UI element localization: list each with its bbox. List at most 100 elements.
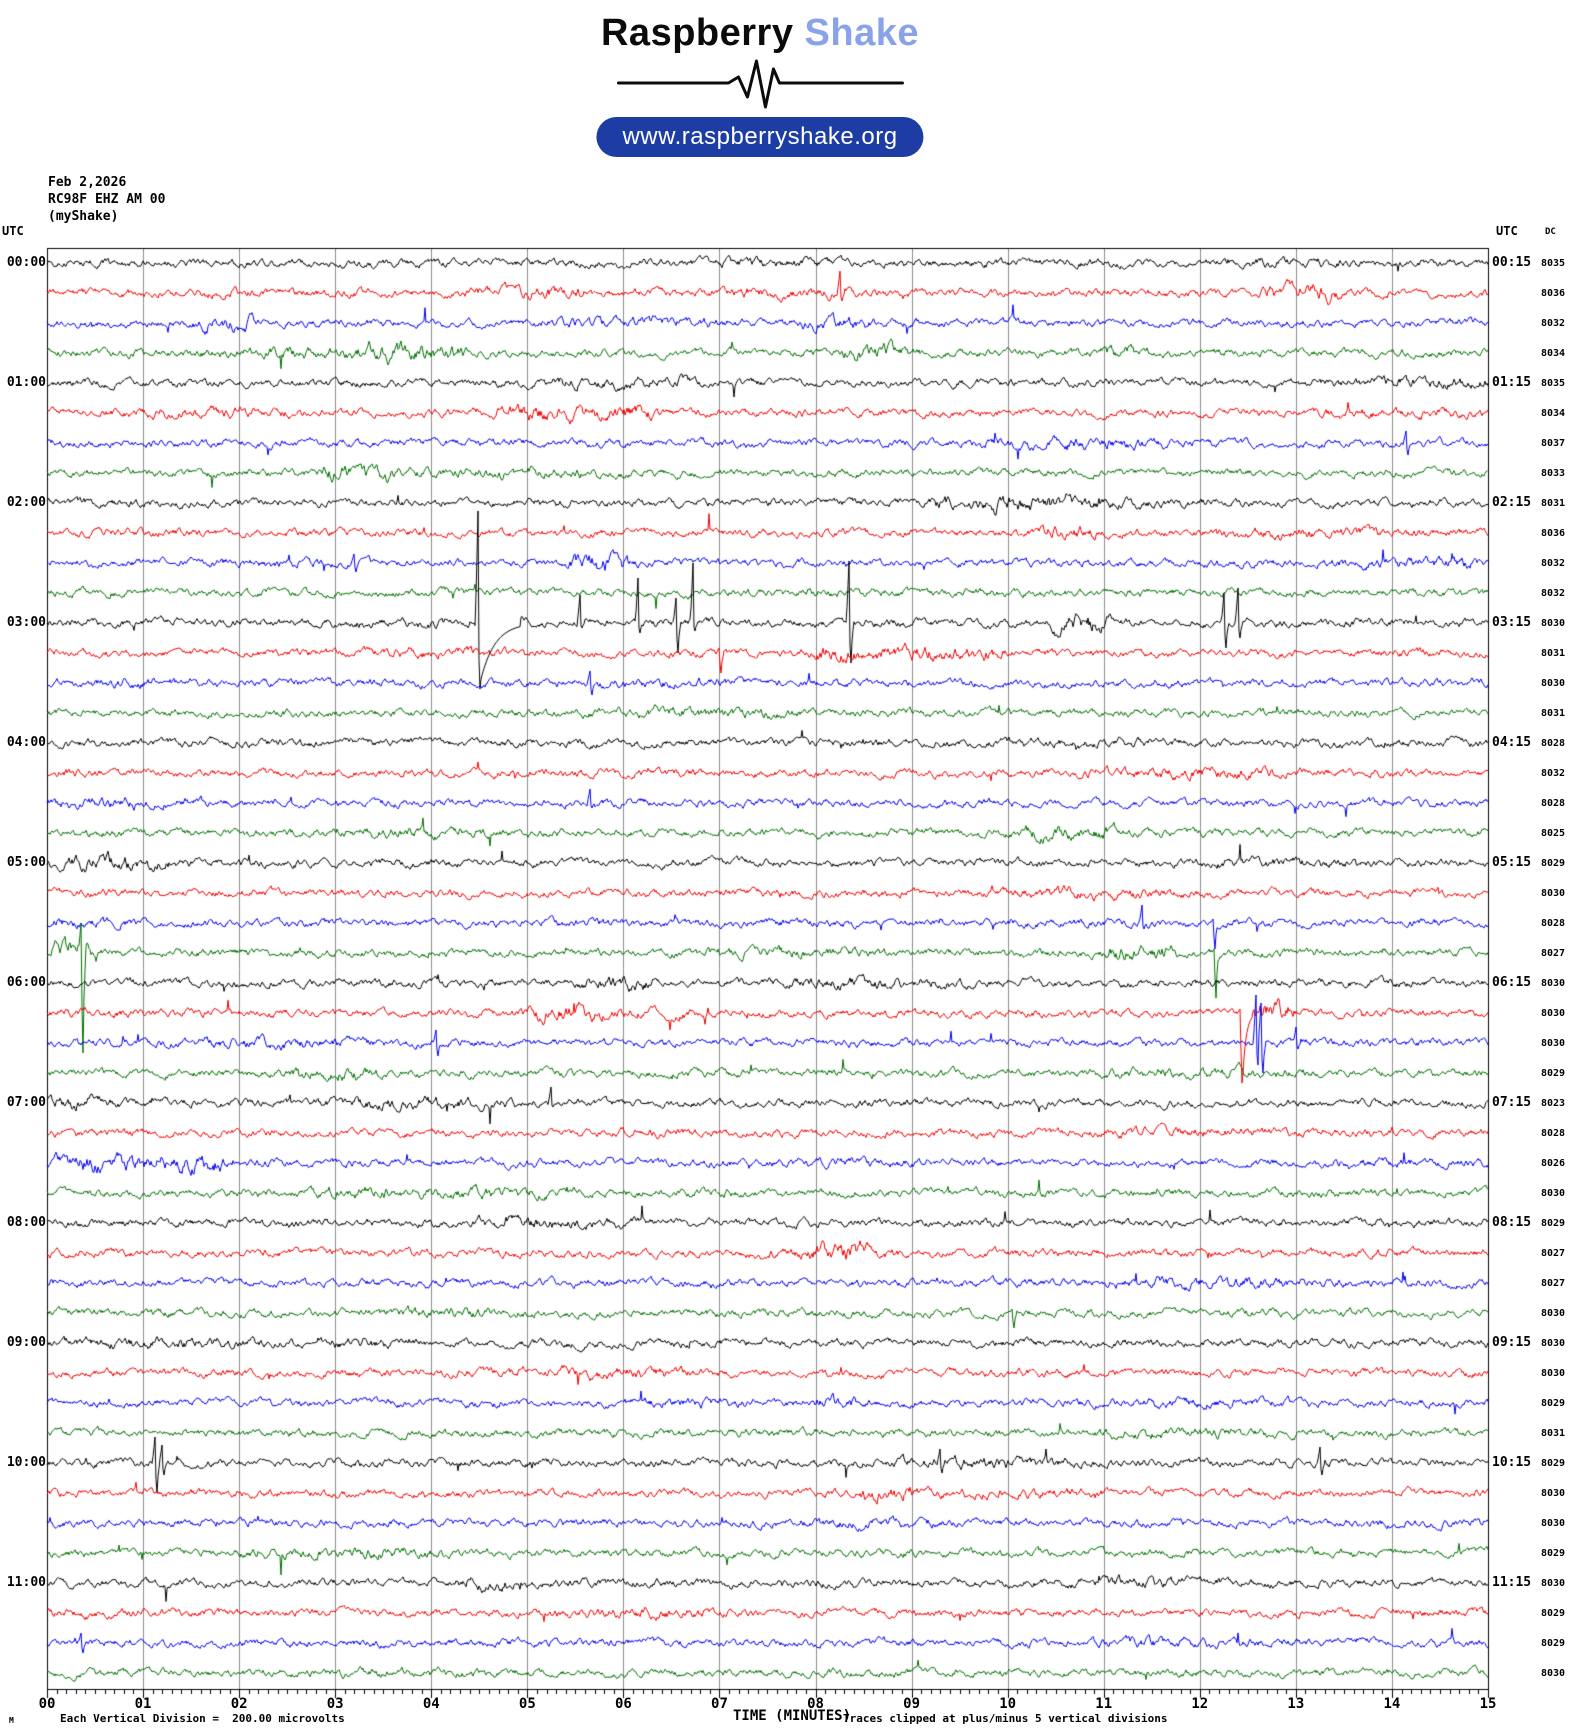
- dc-value: 8023: [1541, 1098, 1566, 1109]
- dc-value: 8030: [1541, 1518, 1566, 1529]
- dc-value: 8029: [1541, 858, 1566, 869]
- website-url-text: www.raspberryshake.org: [622, 123, 898, 150]
- seismic-waveform-icon: [616, 59, 904, 109]
- dc-value: 8030: [1541, 978, 1566, 989]
- x-tick-label: 11: [1095, 1696, 1113, 1712]
- x-tick-label: 03: [326, 1696, 344, 1712]
- x-tick-label: 01: [134, 1696, 152, 1712]
- dc-column-header: DC: [1545, 227, 1556, 237]
- utc-hour-label-right: 02:15: [1492, 495, 1532, 510]
- utc-hour-label-right: 03:15: [1492, 615, 1532, 630]
- dc-value: 8031: [1541, 498, 1566, 509]
- utc-hour-label-left: 05:00: [6, 855, 46, 870]
- brand-shake: Shake: [804, 12, 920, 54]
- utc-hour-label-left: 08:00: [6, 1215, 46, 1230]
- dc-value: 8027: [1541, 1278, 1566, 1289]
- dc-value: 8035: [1541, 258, 1566, 269]
- brand-raspberry: Raspberry: [600, 12, 794, 54]
- dc-value: 8031: [1541, 1428, 1566, 1439]
- dc-value: 8030: [1541, 1368, 1566, 1379]
- utc-hour-label-right: 08:15: [1492, 1215, 1532, 1230]
- dc-value: 8032: [1541, 588, 1566, 599]
- utc-hour-label-right: 11:15: [1492, 1575, 1532, 1590]
- utc-hour-label-right: 10:15: [1492, 1455, 1532, 1470]
- dc-value: 8030: [1541, 888, 1566, 899]
- x-tick-label: 05: [518, 1696, 536, 1712]
- dc-value: 8025: [1541, 828, 1566, 839]
- x-tick-label: 13: [1287, 1696, 1305, 1712]
- dc-value: 8029: [1541, 1068, 1566, 1079]
- dc-value: 8029: [1541, 1638, 1566, 1649]
- dc-value: 8036: [1541, 528, 1566, 539]
- dc-value: 8030: [1541, 1188, 1566, 1199]
- dc-value: 8030: [1541, 1338, 1566, 1349]
- x-tick-label: 06: [614, 1696, 632, 1712]
- utc-hour-label-right: 09:15: [1492, 1335, 1532, 1350]
- dc-value: 8034: [1541, 408, 1566, 419]
- utc-hour-label-right: 05:15: [1492, 855, 1532, 870]
- dc-value: 8027: [1541, 1248, 1566, 1259]
- utc-hour-label-left: 09:00: [6, 1335, 46, 1350]
- dc-value: 8032: [1541, 768, 1566, 779]
- utc-hour-label-right: 07:15: [1492, 1095, 1532, 1110]
- utc-hour-label-left: 04:00: [6, 735, 46, 750]
- vertical-division-note: Each Vertical Division = 200.00 microvol…: [60, 1712, 345, 1725]
- dc-value: 8026: [1541, 1158, 1566, 1169]
- utc-hour-label-left: 00:00: [6, 255, 46, 270]
- utc-hour-label-left: 01:00: [6, 375, 46, 390]
- dc-value: 8031: [1541, 648, 1566, 659]
- utc-hour-label-left: 03:00: [6, 615, 46, 630]
- x-tick-label: 04: [422, 1696, 440, 1712]
- station-id: RC98F EHZ AM 00: [48, 192, 166, 207]
- dc-value: 8030: [1541, 1488, 1566, 1499]
- utc-hour-label-left: 02:00: [6, 495, 46, 510]
- dc-value: 8028: [1541, 738, 1566, 749]
- x-tick-label: 02: [230, 1696, 248, 1712]
- x-axis-title: TIME (MINUTES): [733, 1708, 852, 1724]
- dc-value: 8029: [1541, 1458, 1566, 1469]
- dc-value: 8036: [1541, 288, 1566, 299]
- dc-value: 8030: [1541, 1008, 1566, 1019]
- dc-value: 8027: [1541, 948, 1566, 959]
- dc-value: 8029: [1541, 1218, 1566, 1229]
- dc-value: 8028: [1541, 1128, 1566, 1139]
- scale-bar-glyph: M: [9, 1716, 14, 1725]
- dc-value: 8028: [1541, 918, 1566, 929]
- x-tick-label: 12: [1191, 1696, 1209, 1712]
- dc-value: 8034: [1541, 348, 1566, 359]
- utc-hour-label-right: 06:15: [1492, 975, 1532, 990]
- utc-left-header: UTC: [2, 224, 24, 238]
- x-tick-label: 15: [1479, 1696, 1497, 1712]
- dc-value: 8029: [1541, 1398, 1566, 1409]
- dc-value: 8037: [1541, 438, 1566, 449]
- header: Raspberry Shake www.raspberryshake.org: [596, 12, 924, 157]
- utc-right-header: UTC: [1496, 224, 1518, 238]
- dc-value: 8030: [1541, 1308, 1566, 1319]
- dc-value: 8030: [1541, 678, 1566, 689]
- utc-hour-label-right: 01:15: [1492, 375, 1532, 390]
- dc-value: 8030: [1541, 1668, 1566, 1679]
- dc-value: 8028: [1541, 798, 1566, 809]
- dc-value: 8032: [1541, 318, 1566, 329]
- utc-hour-label-left: 06:00: [6, 975, 46, 990]
- dc-value: 8031: [1541, 708, 1566, 719]
- dc-value: 8033: [1541, 468, 1566, 479]
- utc-hour-label-right: 00:15: [1492, 255, 1532, 270]
- utc-hour-label-left: 10:00: [6, 1455, 46, 1470]
- x-tick-label: 07: [711, 1696, 728, 1712]
- dc-value: 8029: [1541, 1548, 1566, 1559]
- x-tick-label: 10: [999, 1696, 1017, 1712]
- dc-value: 8030: [1541, 618, 1566, 629]
- station-date: Feb 2,2026: [48, 175, 127, 190]
- dc-value: 8035: [1541, 378, 1566, 389]
- station-network: (myShake): [48, 209, 119, 224]
- dc-value: 8030: [1541, 1038, 1566, 1049]
- website-link[interactable]: www.raspberryshake.org: [596, 117, 924, 157]
- x-tick-label: 09: [903, 1696, 921, 1712]
- x-tick-label: 14: [1383, 1696, 1401, 1712]
- utc-hour-label-right: 04:15: [1492, 735, 1532, 750]
- dc-value: 8029: [1541, 1608, 1566, 1619]
- clip-note: Traces clipped at plus/minus 5 vertical …: [843, 1712, 1168, 1725]
